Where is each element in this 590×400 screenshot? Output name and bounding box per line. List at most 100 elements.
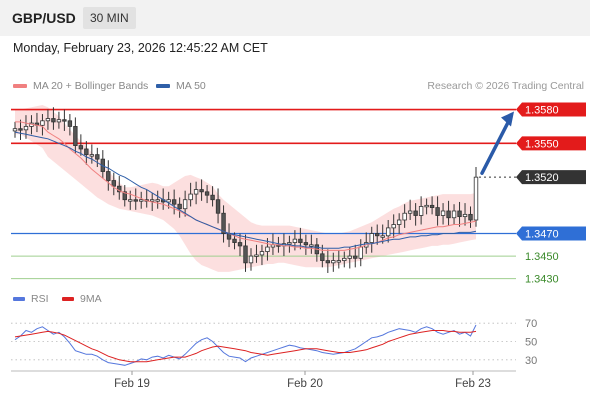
ma50-swatch	[156, 84, 170, 88]
projection-arrow-head	[501, 111, 514, 127]
level-label-1.3580: 1.3580	[525, 105, 559, 117]
candle-body	[385, 227, 391, 237]
candle-body	[402, 212, 407, 221]
candle-body	[155, 199, 160, 202]
candle-body	[380, 235, 385, 238]
rsi-tick-30: 30	[525, 355, 537, 367]
candle-body	[204, 191, 210, 196]
ma9-legend-label: 9MA	[80, 293, 102, 305]
candle-body	[23, 126, 29, 131]
candle-body	[237, 242, 243, 247]
symbol-label: GBP/USD	[12, 10, 76, 26]
candle-body	[325, 260, 331, 264]
legend-rsi: RSI	[13, 293, 49, 305]
candle-body	[353, 255, 358, 259]
candle-body	[309, 244, 314, 247]
rsi-swatch	[13, 297, 25, 301]
candle-body	[40, 120, 45, 126]
candle-body	[391, 224, 396, 229]
candle-body	[139, 199, 144, 202]
bollinger-band-fill	[15, 105, 476, 272]
legend-ma50: MA 50	[156, 80, 206, 92]
candle-body	[210, 194, 215, 201]
candle-body	[106, 171, 111, 181]
candle-body	[298, 238, 303, 243]
level-tag-resistance	[516, 136, 586, 151]
candle-body	[248, 255, 254, 264]
candle-body	[396, 219, 402, 225]
candle-body	[84, 148, 89, 156]
candle-body	[89, 154, 95, 157]
x-tick-label-Feb 19: Feb 19	[114, 378, 150, 390]
candle-body	[182, 199, 188, 210]
candle-body	[51, 118, 56, 123]
candle-body	[292, 238, 298, 243]
level-label-1.3550: 1.3550	[525, 138, 559, 150]
candle-body	[128, 199, 133, 202]
legend-ma20: MA 20 + Bollinger Bands	[13, 80, 148, 92]
x-tick-label-Feb 23: Feb 23	[455, 378, 491, 390]
candle-body	[265, 246, 270, 252]
ma9-swatch	[62, 297, 74, 301]
candle-body	[473, 176, 479, 221]
candle-body	[243, 245, 248, 264]
level-tag-current	[516, 170, 586, 185]
candle-body	[56, 119, 62, 123]
ma50-legend-label: MA 50	[176, 80, 206, 92]
candle-body	[193, 189, 199, 195]
candle-body	[177, 203, 182, 210]
candle-body	[331, 260, 336, 264]
candle-body	[369, 233, 374, 243]
candle-body	[78, 145, 84, 150]
candle-body	[111, 180, 116, 187]
candle-body	[407, 210, 413, 214]
candle-body	[18, 128, 23, 131]
candle-body	[171, 199, 177, 205]
candle-body	[440, 210, 446, 216]
candle-body	[188, 193, 193, 201]
candle-body	[457, 210, 462, 218]
candle-body	[259, 251, 265, 256]
ma20-legend-label: MA 20 + Bollinger Bands	[33, 80, 149, 92]
candle-body	[468, 213, 473, 221]
candle-body	[451, 210, 457, 219]
candle-body	[413, 210, 418, 216]
candle-body	[418, 206, 424, 216]
timeframe-badge[interactable]: 30 MIN	[83, 7, 136, 29]
legend-9ma: 9MA	[62, 293, 102, 305]
ma50-line	[14, 131, 477, 249]
ma20-line	[15, 121, 477, 251]
rsi-9ma-line	[14, 330, 477, 363]
header-bar: GBP/USD 30 MIN	[0, 0, 590, 36]
rsi-line	[14, 324, 477, 366]
level-label-1.3450: 1.3450	[525, 251, 559, 263]
candle-body	[122, 191, 127, 201]
candle-body	[12, 128, 18, 132]
candle-body	[166, 199, 171, 203]
rsi-legend-label: RSI	[31, 293, 49, 305]
x-tick-label-Feb 20: Feb 20	[287, 378, 323, 390]
ma20-swatch	[13, 84, 27, 88]
candle-body	[133, 199, 138, 202]
candle-body	[342, 257, 347, 261]
candle-body	[254, 254, 259, 257]
candle-body	[287, 242, 292, 245]
candle-body	[199, 189, 204, 193]
candle-body	[429, 204, 435, 209]
projection-arrow-shaft	[480, 118, 511, 175]
level-tag-resistance	[516, 102, 586, 117]
candle-body	[45, 118, 51, 122]
candle-body	[150, 199, 155, 202]
candle-body	[347, 255, 352, 259]
rsi-tick-50: 50	[525, 337, 537, 349]
candle-body	[215, 199, 221, 214]
candle-body	[446, 210, 451, 219]
candle-body	[67, 120, 73, 127]
candle-body	[424, 204, 429, 208]
level-label-1.3430: 1.3430	[525, 274, 559, 286]
candle-body	[221, 212, 226, 234]
candle-body	[232, 238, 237, 243]
report-datetime: Monday, February 23, 2026 12:45:22 AM CE…	[13, 41, 268, 55]
rsi-tick-70: 70	[525, 318, 537, 330]
